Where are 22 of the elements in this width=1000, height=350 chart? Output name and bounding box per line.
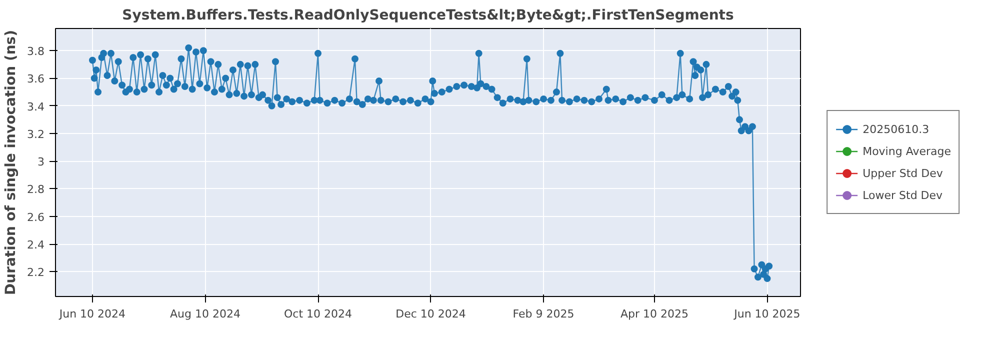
legend-label: Upper Std Dev [862,166,943,180]
y-tick-label: 2.2 [27,266,45,280]
y-tick-label: 3 [38,156,44,169]
y-tick-label: 2.4 [27,238,45,252]
legend-label: Moving Average [862,144,951,158]
legend-label: 20250610.3 [862,122,930,136]
x-tick-label: Feb 9 2025 [512,308,574,320]
x-tick-label: Jun 10 2025 [733,308,800,320]
y-tick-label: 3.4 [27,100,45,114]
y-axis-title: Duration of single invocation (ns) [3,30,20,296]
x-tick-label: Aug 10 2024 [170,308,240,320]
x-tick-label: Apr 10 2025 [620,308,688,320]
legend-label: Lower Std Dev [862,188,943,202]
y-tick-label: 3.6 [27,72,45,86]
x-tick-label: Jun 10 2024 [58,308,126,320]
x-tick-label: Dec 10 2024 [396,308,466,320]
y-tick-label: 2.8 [27,183,45,196]
y-tick-label: 2.6 [27,210,45,224]
chart-title: System.Buffers.Tests.ReadOnlySequenceTests&lt;Byte&gt;.FirstTenSegments [122,8,734,24]
y-tick-label: 3.2 [27,128,45,141]
y-tick-label: 3.8 [27,45,45,58]
x-tick-label: Oct 10 2024 [284,308,352,320]
